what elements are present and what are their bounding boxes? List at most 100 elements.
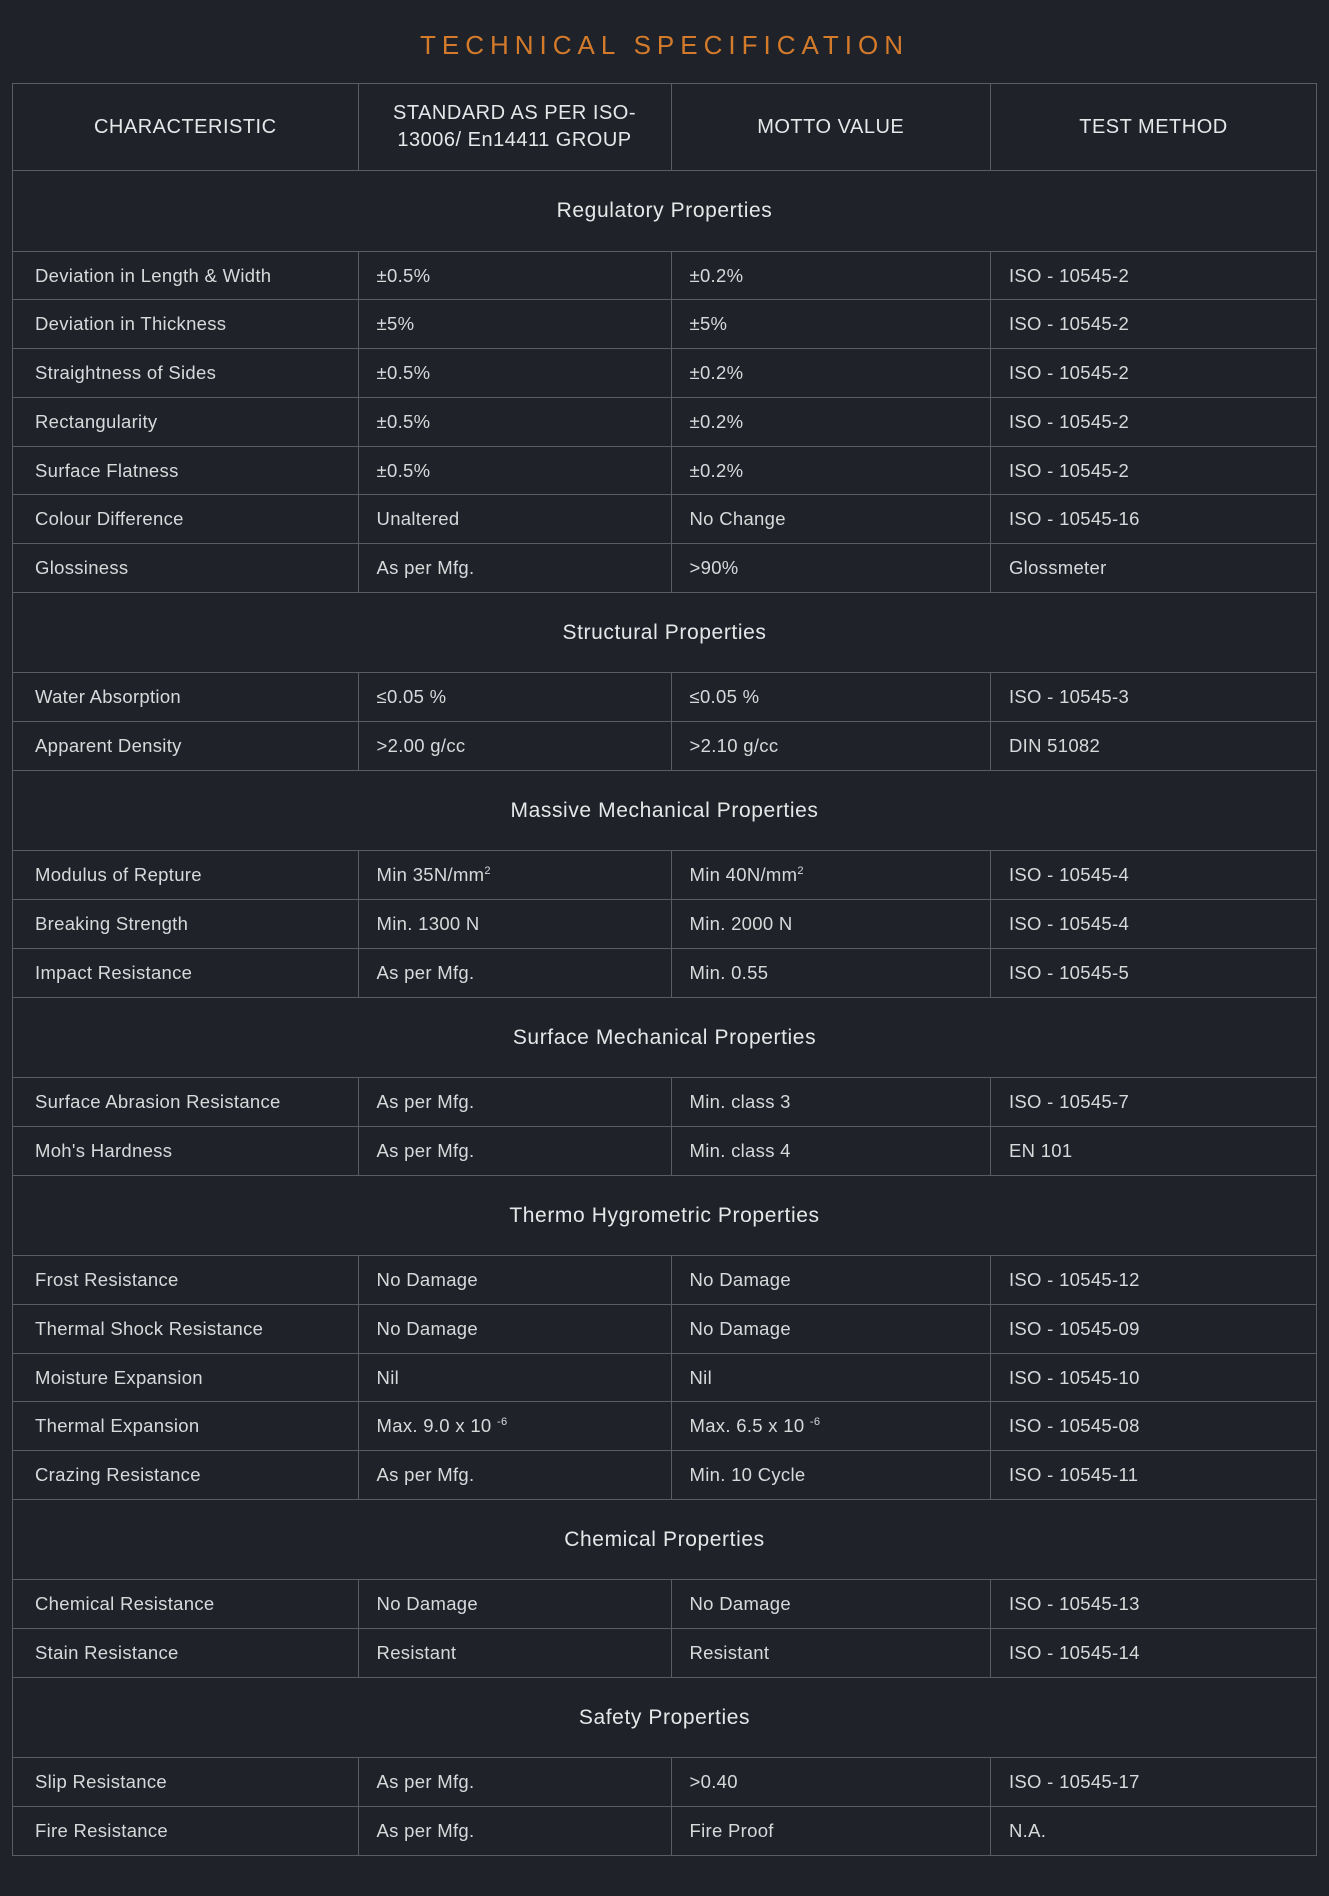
cell-test-method: ISO - 10545-14	[990, 1629, 1316, 1678]
section-header-row: Thermo Hygrometric Properties	[13, 1175, 1317, 1256]
cell-standard: Nil	[358, 1353, 671, 1402]
cell-motto: Min. 0.55	[671, 948, 990, 997]
cell-test-method: ISO - 10545-09	[990, 1304, 1316, 1353]
cell-standard: As per Mfg.	[358, 1807, 671, 1856]
table-row: Deviation in Thickness±5%±5%ISO - 10545-…	[13, 300, 1317, 349]
cell-characteristic: Water Absorption	[13, 673, 359, 722]
cell-characteristic: Slip Resistance	[13, 1758, 359, 1807]
table-row: Thermal Shock ResistanceNo DamageNo Dama…	[13, 1304, 1317, 1353]
section-title: Structural Properties	[13, 592, 1317, 673]
cell-motto: ±0.2%	[671, 251, 990, 300]
cell-standard: ≤0.05 %	[358, 673, 671, 722]
table-row: Moisture ExpansionNilNilISO - 10545-10	[13, 1353, 1317, 1402]
cell-test-method: ISO - 10545-10	[990, 1353, 1316, 1402]
cell-motto: >2.10 g/cc	[671, 722, 990, 771]
cell-test-method: ISO - 10545-5	[990, 948, 1316, 997]
cell-standard: Resistant	[358, 1629, 671, 1678]
cell-standard: As per Mfg.	[358, 1451, 671, 1500]
cell-standard: ±0.5%	[358, 251, 671, 300]
cell-motto: Min. class 4	[671, 1126, 990, 1175]
table-row: Colour DifferenceUnalteredNo ChangeISO -…	[13, 495, 1317, 544]
cell-test-method: ISO - 10545-2	[990, 349, 1316, 398]
cell-standard: As per Mfg.	[358, 948, 671, 997]
cell-motto: ±5%	[671, 300, 990, 349]
table-row: Frost ResistanceNo DamageNo DamageISO - …	[13, 1256, 1317, 1305]
cell-motto: Fire Proof	[671, 1807, 990, 1856]
cell-test-method: ISO - 10545-11	[990, 1451, 1316, 1500]
table-row: Rectangularity±0.5%±0.2%ISO - 10545-2	[13, 397, 1317, 446]
cell-test-method: ISO - 10545-16	[990, 495, 1316, 544]
cell-test-method: ISO - 10545-08	[990, 1402, 1316, 1451]
table-row: Moh's HardnessAs per Mfg.Min. class 4EN …	[13, 1126, 1317, 1175]
cell-motto: Max. 6.5 x 10 -6	[671, 1402, 990, 1451]
cell-characteristic: Colour Difference	[13, 495, 359, 544]
section-header-row: Regulatory Properties	[13, 171, 1317, 252]
cell-test-method: ISO - 10545-3	[990, 673, 1316, 722]
table-header-row: CHARACTERISTIC STANDARD AS PER ISO-13006…	[13, 84, 1317, 171]
cell-standard: No Damage	[358, 1256, 671, 1305]
cell-standard: Min 35N/mm2	[358, 851, 671, 900]
cell-characteristic: Crazing Resistance	[13, 1451, 359, 1500]
section-title: Safety Properties	[13, 1677, 1317, 1758]
cell-standard: No Damage	[358, 1304, 671, 1353]
cell-motto: No Damage	[671, 1580, 990, 1629]
cell-motto: ±0.2%	[671, 397, 990, 446]
table-row: Deviation in Length & Width±0.5%±0.2%ISO…	[13, 251, 1317, 300]
cell-characteristic: Moh's Hardness	[13, 1126, 359, 1175]
cell-test-method: ISO - 10545-4	[990, 900, 1316, 949]
table-row: Slip ResistanceAs per Mfg.>0.40ISO - 105…	[13, 1758, 1317, 1807]
table-row: Surface Flatness±0.5%±0.2%ISO - 10545-2	[13, 446, 1317, 495]
section-header-row: Safety Properties	[13, 1677, 1317, 1758]
col-characteristic: CHARACTERISTIC	[13, 84, 359, 171]
section-title: Surface Mechanical Properties	[13, 997, 1317, 1078]
section-header-row: Massive Mechanical Properties	[13, 770, 1317, 851]
table-row: Water Absorption≤0.05 %≤0.05 %ISO - 1054…	[13, 673, 1317, 722]
col-standard: STANDARD AS PER ISO-13006/ En14411 GROUP	[358, 84, 671, 171]
cell-characteristic: Deviation in Length & Width	[13, 251, 359, 300]
cell-motto: No Damage	[671, 1304, 990, 1353]
cell-test-method: DIN 51082	[990, 722, 1316, 771]
table-row: Impact ResistanceAs per Mfg.Min. 0.55ISO…	[13, 948, 1317, 997]
section-title: Thermo Hygrometric Properties	[13, 1175, 1317, 1256]
cell-standard: ±0.5%	[358, 349, 671, 398]
cell-test-method: ISO - 10545-2	[990, 446, 1316, 495]
cell-test-method: N.A.	[990, 1807, 1316, 1856]
cell-test-method: EN 101	[990, 1126, 1316, 1175]
cell-test-method: ISO - 10545-13	[990, 1580, 1316, 1629]
cell-standard: Max. 9.0 x 10 -6	[358, 1402, 671, 1451]
cell-characteristic: Chemical Resistance	[13, 1580, 359, 1629]
section-title: Massive Mechanical Properties	[13, 770, 1317, 851]
cell-motto: Min. 2000 N	[671, 900, 990, 949]
cell-standard: No Damage	[358, 1580, 671, 1629]
cell-characteristic: Surface Flatness	[13, 446, 359, 495]
cell-motto: >0.40	[671, 1758, 990, 1807]
cell-characteristic: Frost Resistance	[13, 1256, 359, 1305]
col-motto: MOTTO VALUE	[671, 84, 990, 171]
cell-characteristic: Impact Resistance	[13, 948, 359, 997]
cell-standard: ±0.5%	[358, 446, 671, 495]
table-row: Fire ResistanceAs per Mfg.Fire ProofN.A.	[13, 1807, 1317, 1856]
cell-motto: ±0.2%	[671, 446, 990, 495]
cell-motto: Nil	[671, 1353, 990, 1402]
cell-motto: Min. 10 Cycle	[671, 1451, 990, 1500]
cell-characteristic: Breaking Strength	[13, 900, 359, 949]
table-row: Thermal ExpansionMax. 9.0 x 10 -6Max. 6.…	[13, 1402, 1317, 1451]
cell-standard: As per Mfg.	[358, 1078, 671, 1127]
cell-test-method: ISO - 10545-12	[990, 1256, 1316, 1305]
cell-motto: Resistant	[671, 1629, 990, 1678]
cell-characteristic: Surface Abrasion Resistance	[13, 1078, 359, 1127]
cell-characteristic: Rectangularity	[13, 397, 359, 446]
table-row: Surface Abrasion ResistanceAs per Mfg.Mi…	[13, 1078, 1317, 1127]
cell-characteristic: Moisture Expansion	[13, 1353, 359, 1402]
table-row: Straightness of Sides±0.5%±0.2%ISO - 105…	[13, 349, 1317, 398]
cell-standard: ±0.5%	[358, 397, 671, 446]
section-title: Chemical Properties	[13, 1499, 1317, 1580]
spec-table: CHARACTERISTIC STANDARD AS PER ISO-13006…	[12, 83, 1317, 1856]
cell-standard: As per Mfg.	[358, 1758, 671, 1807]
cell-characteristic: Apparent Density	[13, 722, 359, 771]
cell-test-method: ISO - 10545-4	[990, 851, 1316, 900]
cell-test-method: ISO - 10545-2	[990, 300, 1316, 349]
cell-test-method: Glossmeter	[990, 544, 1316, 593]
cell-test-method: ISO - 10545-17	[990, 1758, 1316, 1807]
cell-motto: Min. class 3	[671, 1078, 990, 1127]
